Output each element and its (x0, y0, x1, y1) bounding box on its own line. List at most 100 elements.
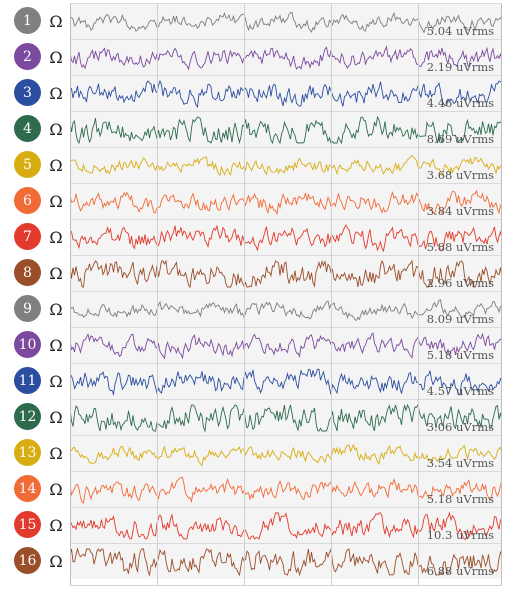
impedance-check-button[interactable]: Ω (49, 119, 63, 139)
eeg-trace-line (70, 368, 502, 397)
eeg-trace-line (70, 224, 502, 253)
rms-readout: 5.88 uVrms (426, 240, 494, 254)
rms-readout: 8.09 uVrms (426, 312, 494, 326)
trace-panel: 3.06 uVrms (70, 399, 502, 435)
channel-toggle-button[interactable]: 11 (14, 367, 41, 394)
eeg-trace (70, 403, 502, 433)
channel-row: 7 Ω 5.88 uVrms (0, 219, 508, 255)
impedance-check-button[interactable]: Ω (49, 263, 63, 283)
channel-toggle-button[interactable]: 3 (14, 79, 41, 106)
eeg-trace-line (70, 476, 502, 504)
impedance-check-button[interactable]: Ω (49, 479, 63, 499)
rms-readout: 6.88 uVrms (426, 564, 494, 578)
rms-readout: 4.46 uVrms (426, 96, 494, 110)
trace-panel: 8.09 uVrms (70, 291, 502, 327)
channel-toggle-button[interactable]: 1 (14, 7, 41, 34)
eeg-trace (70, 45, 502, 71)
channel-toggle-button[interactable]: 12 (14, 403, 41, 430)
trace-panel: 4.57 uVrms (70, 363, 502, 399)
eeg-trace-line (70, 403, 502, 433)
rms-readout: 3.68 uVrms (426, 168, 494, 182)
eeg-trace (70, 224, 502, 253)
eeg-trace (70, 443, 502, 467)
eeg-trace (70, 115, 502, 145)
channel-row: 14 Ω 5.18 uVrms (0, 471, 508, 507)
trace-panel: 10.3 uVrms (70, 507, 502, 543)
eeg-trace-line (70, 115, 502, 145)
impedance-check-button[interactable]: Ω (49, 11, 63, 31)
channel-row: 16 Ω 6.88 uVrms (0, 543, 508, 579)
time-gridline (157, 4, 158, 586)
channel-row: 6 Ω 3.84 uVrms (0, 183, 508, 219)
channel-toggle-button[interactable]: 6 (14, 187, 41, 214)
eeg-trace-line (70, 332, 502, 360)
channel-row: 1 Ω 5.04 uVrms (0, 3, 508, 39)
rms-readout: 3.84 uVrms (426, 204, 494, 218)
channel-toggle-button[interactable]: 7 (14, 223, 41, 250)
rms-readout: 2.96 uVrms (426, 276, 494, 290)
eeg-trace-line (70, 299, 502, 322)
channel-row: 3 Ω 4.46 uVrms (0, 75, 508, 111)
channel-row: 2 Ω 2.19 uVrms (0, 39, 508, 75)
trace-panel: 5.18 uVrms (70, 327, 502, 363)
rms-readout: 4.57 uVrms (426, 384, 494, 398)
channel-toggle-button[interactable]: 5 (14, 151, 41, 178)
trace-panel: 2.96 uVrms (70, 255, 502, 291)
impedance-check-button[interactable]: Ω (49, 443, 63, 463)
trace-panel: 8.69 uVrms (70, 111, 502, 147)
trace-panel: 5.88 uVrms (70, 219, 502, 255)
channel-toggle-button[interactable]: 2 (14, 43, 41, 70)
time-gridline (418, 4, 419, 586)
impedance-check-button[interactable]: Ω (49, 191, 63, 211)
rms-readout: 5.18 uVrms (426, 348, 494, 362)
channel-row: 4 Ω 8.69 uVrms (0, 111, 508, 147)
impedance-check-button[interactable]: Ω (49, 515, 63, 535)
eeg-trace-line (70, 189, 502, 216)
trace-panel: 5.18 uVrms (70, 471, 502, 507)
channel-row: 5 Ω 3.68 uVrms (0, 147, 508, 183)
eeg-trace (70, 511, 502, 540)
impedance-check-button[interactable]: Ω (49, 335, 63, 355)
rms-readout: 10.3 uVrms (426, 528, 494, 542)
eeg-trace (70, 476, 502, 504)
channel-toggle-button[interactable]: 8 (14, 259, 41, 286)
channel-row: 9 Ω 8.09 uVrms (0, 291, 508, 327)
channel-toggle-button[interactable]: 16 (14, 547, 41, 574)
rms-readout: 3.06 uVrms (426, 420, 494, 434)
impedance-check-button[interactable]: Ω (49, 155, 63, 175)
eeg-trace-line (70, 511, 502, 540)
trace-panel: 6.88 uVrms (70, 543, 502, 579)
eeg-trace-line (70, 11, 502, 34)
channel-toggle-button[interactable]: 4 (14, 115, 41, 142)
eeg-trace-line (70, 155, 502, 177)
channel-row: 15 Ω 10.3 uVrms (0, 507, 508, 543)
channel-row: 11 Ω 4.57 uVrms (0, 363, 508, 399)
channel-row: 10 Ω 5.18 uVrms (0, 327, 508, 363)
eeg-trace (70, 11, 502, 34)
eeg-trace (70, 368, 502, 397)
channel-toggle-button[interactable]: 9 (14, 295, 41, 322)
channel-row: 8 Ω 2.96 uVrms (0, 255, 508, 291)
impedance-check-button[interactable]: Ω (49, 47, 63, 67)
rms-readout: 3.54 uVrms (426, 456, 494, 470)
eeg-trace (70, 332, 502, 360)
eeg-trace-line (70, 443, 502, 467)
impedance-check-button[interactable]: Ω (49, 407, 63, 427)
impedance-check-button[interactable]: Ω (49, 299, 63, 319)
eeg-trace (70, 547, 502, 577)
channel-toggle-button[interactable]: 14 (14, 475, 41, 502)
channel-toggle-button[interactable]: 10 (14, 331, 41, 358)
eeg-trace (70, 79, 502, 109)
impedance-check-button[interactable]: Ω (49, 83, 63, 103)
impedance-check-button[interactable]: Ω (49, 551, 63, 571)
trace-panel: 3.84 uVrms (70, 183, 502, 219)
rms-readout: 8.69 uVrms (426, 132, 494, 146)
channel-toggle-button[interactable]: 15 (14, 511, 41, 538)
impedance-check-button[interactable]: Ω (49, 371, 63, 391)
eeg-trace-line (70, 79, 502, 109)
channel-row: 13 Ω 3.54 uVrms (0, 435, 508, 471)
impedance-check-button[interactable]: Ω (49, 227, 63, 247)
channel-toggle-button[interactable]: 13 (14, 439, 41, 466)
trace-panel: 5.04 uVrms (70, 3, 502, 39)
